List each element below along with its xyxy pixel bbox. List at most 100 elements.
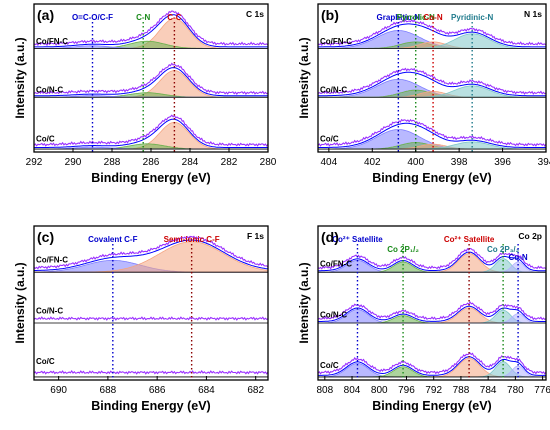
raw-spectrum-0	[34, 10, 268, 47]
peak-annotation: O=C-O/C-F	[72, 13, 113, 22]
x-tick-label: 288	[104, 157, 121, 168]
x-tick-label: 800	[371, 385, 388, 396]
core-level-label: Co 2p	[518, 231, 542, 241]
fit-envelope-2	[34, 118, 268, 148]
x-tick-label: 808	[316, 385, 333, 396]
peak-annotation: Graphitic-N	[377, 13, 421, 22]
y-axis-label: Intensity (a.u.)	[13, 37, 27, 118]
x-tick-label: 400	[407, 157, 424, 168]
raw-spectrum-0	[318, 247, 546, 270]
sample-label: Co/FN-C	[36, 255, 68, 264]
sample-label: Co/N-C	[36, 86, 63, 95]
x-tick-label: 686	[149, 385, 166, 396]
core-level-label: C 1s	[246, 9, 264, 19]
sample-label: Co/N-C	[320, 310, 347, 319]
panel-letter: (b)	[321, 7, 339, 23]
raw-spectrum-2	[318, 118, 546, 147]
x-tick-label: 780	[507, 385, 524, 396]
x-tick-label: 792	[425, 385, 442, 396]
core-level-label: N 1s	[524, 9, 542, 19]
x-tick-label: 282	[221, 157, 238, 168]
x-tick-label: 292	[26, 157, 43, 168]
panel-d: Co/FN-C Co/N-C Co/C Co²⁺ Satellite Co 2P₁/₂ C…	[297, 225, 550, 413]
sample-label: Co/FN-C	[320, 259, 352, 268]
x-axis-label: Binding Energy (eV)	[372, 399, 491, 413]
panel-letter: (d)	[321, 229, 339, 245]
plot-frame	[33, 3, 269, 153]
x-tick-label: 404	[321, 157, 338, 168]
peak-annotation: Covalent C-F	[88, 235, 137, 244]
sample-label: Co/C	[36, 134, 55, 143]
fit-envelope-0	[318, 251, 546, 272]
x-axis-label: Binding Energy (eV)	[91, 399, 210, 413]
x-tick-label: 784	[480, 385, 497, 396]
x-tick-label: 788	[453, 385, 470, 396]
raw-spectrum-0	[318, 18, 546, 47]
plot-frame	[317, 225, 547, 381]
fit-envelope-0	[34, 239, 268, 271]
panel-c: Co/FN-C Co/N-C Co/C Covalent C-F Semi-ionic …	[13, 225, 269, 413]
peak-annotation: Co-N	[424, 13, 443, 22]
x-axis-label: Binding Energy (eV)	[372, 171, 491, 185]
panel-a: Co/FN-C Co/N-C Co/C O=C-O/C-F C-N C-C 292 290 28…	[13, 3, 277, 185]
peak-annotation: C-N	[136, 13, 150, 22]
raw-spectrum-1	[318, 67, 546, 95]
sample-label: Co/FN-C	[320, 37, 352, 46]
x-tick-label: 776	[534, 385, 550, 396]
x-axis-label: Binding Energy (eV)	[91, 171, 210, 185]
fit-envelope-1	[34, 67, 268, 97]
raw-spectrum-2	[34, 114, 268, 147]
x-tick-label: 290	[65, 157, 82, 168]
sample-label: Co/N-C	[320, 86, 347, 95]
plot-area	[34, 10, 268, 150]
raw-spectrum-1	[34, 62, 268, 96]
y-axis-label: Intensity (a.u.)	[297, 262, 311, 343]
x-tick-label: 396	[494, 157, 511, 168]
raw-spectrum-1	[318, 301, 546, 321]
panel-b: Co/FN-C Co/N-C Co/C Graphitic-NPyrrolic-NCo…	[297, 3, 550, 185]
x-tick-label: 280	[260, 157, 277, 168]
plot-area	[34, 235, 268, 378]
x-tick-label: 398	[451, 157, 468, 168]
raw-spectrum-2	[318, 352, 546, 375]
peak-annotation: Co²⁺ Satellite	[444, 235, 495, 244]
fit-envelope-0	[318, 23, 546, 48]
y-axis-label: Intensity (a.u.)	[13, 262, 27, 343]
fit-envelope-0	[34, 14, 268, 48]
plot-area	[318, 247, 546, 378]
peak-annotation: C-C	[167, 13, 181, 22]
x-tick-label: 284	[182, 157, 199, 168]
y-axis-label: Intensity (a.u.)	[297, 37, 311, 118]
x-tick-label: 690	[50, 385, 67, 396]
core-level-label: F 1s	[247, 231, 264, 241]
x-tick-label: 402	[364, 157, 381, 168]
x-tick-label: 688	[100, 385, 117, 396]
sample-label: Co/N-C	[36, 306, 63, 315]
panel-letter: (a)	[37, 7, 54, 23]
peak-annotation: Pyridinic-N	[451, 13, 493, 22]
sample-label: Co/C	[320, 134, 339, 143]
sample-label: Co/FN-C	[36, 37, 68, 46]
peak-annotation: Co²⁺ Satellite	[332, 235, 383, 244]
panel-letter: (c)	[37, 229, 54, 245]
peak-annotation: Co 2P₁/₂	[387, 245, 419, 254]
x-tick-label: 796	[398, 385, 415, 396]
peak-annotation: Pyrrolic-N	[397, 13, 435, 22]
plot-frame	[33, 225, 269, 381]
peak-annotation: Semi-ionic C-F	[164, 235, 220, 244]
sample-label: Co/C	[36, 357, 55, 366]
raw-spectrum-0	[34, 235, 268, 270]
peak-annotation: Co 2P₃/₂	[487, 245, 520, 254]
x-tick-label: 286	[143, 157, 160, 168]
fit-envelope-2	[318, 122, 546, 148]
fit-envelope-1	[318, 305, 546, 322]
sample-label: Co/C	[320, 361, 339, 370]
raw-spectrum-1	[34, 316, 268, 321]
x-tick-label: 394	[538, 157, 550, 168]
raw-spectrum-2	[34, 370, 268, 375]
plot-frame	[317, 3, 547, 153]
x-tick-label: 682	[247, 385, 264, 396]
x-tick-label: 684	[198, 385, 215, 396]
peak-annotation: Co-N	[509, 253, 528, 262]
